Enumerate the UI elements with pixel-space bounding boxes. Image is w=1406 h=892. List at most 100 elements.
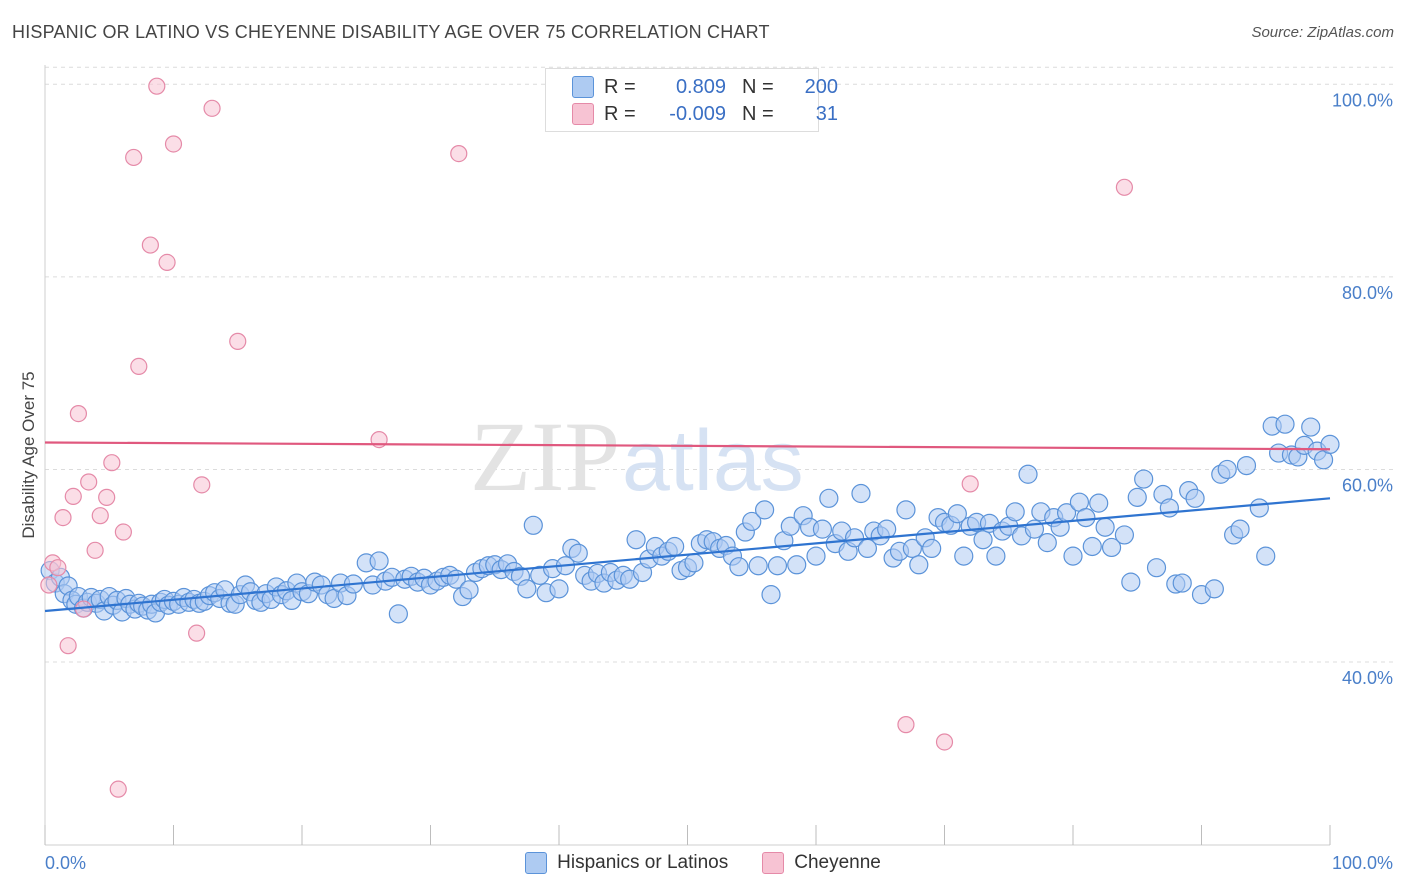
hispanic-point: [1114, 525, 1135, 545]
trend-lines: [44, 441, 1331, 613]
legend-n-value: 31: [815, 102, 838, 125]
hispanic-point: [1076, 507, 1096, 528]
cheyenne-point: [935, 733, 954, 751]
legend-n-value: 200: [804, 75, 838, 98]
hispanic-point: [896, 500, 916, 520]
y-tick-label: 60.0%: [1342, 475, 1393, 495]
hispanic-point: [902, 538, 922, 559]
hispanic-point: [388, 604, 408, 624]
y-axis-label: Disability Age Over 75: [19, 371, 38, 538]
hispanic-point: [851, 483, 871, 504]
hispanic-point: [523, 515, 543, 535]
cheyenne-point: [450, 144, 468, 163]
hispanic-point: [780, 516, 800, 536]
hispanic-point: [787, 555, 807, 575]
hispanic-trend-line: [44, 497, 1331, 613]
cheyenne-point: [961, 475, 979, 493]
hispanic-point: [986, 546, 1006, 566]
x-tick-label-right: 100.0%: [1332, 853, 1393, 873]
hispanic-point: [1301, 417, 1321, 437]
hispanic-point: [1018, 464, 1038, 484]
hispanic-point: [517, 579, 537, 599]
cheyenne-point: [193, 476, 211, 494]
hispanic-point: [742, 511, 762, 532]
hispanic-point: [459, 580, 479, 600]
watermark-atlas: atlas: [622, 413, 804, 509]
hispanic-point: [1172, 573, 1192, 593]
hispanic-point: [1236, 455, 1257, 476]
cheyenne-point: [91, 507, 109, 525]
legend-r-value: 0.809: [675, 75, 726, 98]
cheyenne-point: [114, 523, 132, 541]
source-label: Source: ZipAtlas.com: [1251, 24, 1394, 41]
gridlines: [45, 66, 1395, 663]
hispanic-point: [626, 530, 646, 550]
hispanic-point: [1089, 493, 1109, 513]
hispanic-point: [819, 488, 839, 508]
hispanic-point: [1134, 469, 1154, 489]
legend-row-cheyenne: R = -0.009 N = 31: [572, 101, 838, 127]
cheyenne-point: [86, 541, 104, 559]
legend-n-label: N =: [742, 102, 774, 125]
hispanic-point: [877, 519, 897, 539]
cheyenne-point: [130, 357, 148, 376]
cheyenne-point: [103, 454, 121, 472]
hispanic-point: [1095, 517, 1115, 537]
cheyenne-point: [164, 135, 183, 153]
hispanic-point: [729, 557, 749, 577]
cheyenne-point: [158, 253, 176, 272]
cheyenne-point: [40, 576, 58, 594]
cheyenne-point: [229, 332, 247, 350]
hispanic-point: [754, 500, 775, 520]
hispanic-point: [806, 546, 826, 566]
hispanic-point: [1204, 579, 1224, 599]
hispanic-point: [568, 543, 588, 563]
cheyenne-point: [98, 488, 116, 506]
hispanic-point: [1063, 546, 1083, 566]
legend-row-hispanic: R = 0.809 N = 200: [572, 74, 838, 100]
cheyenne-point: [59, 637, 77, 655]
y-tick-label: 100.0%: [1332, 90, 1393, 110]
hispanic-point: [1121, 572, 1141, 592]
cheyenne-point: [64, 487, 82, 506]
hispanic-point: [812, 519, 833, 539]
legend-swatch-blue: [525, 852, 548, 874]
cheyenne-point: [1115, 178, 1134, 196]
legend-label: Cheyenne: [794, 852, 881, 873]
watermark-zip: ZIP: [470, 401, 620, 512]
hispanic-point: [684, 553, 704, 573]
cheyenne-point: [148, 77, 166, 95]
hispanic-point: [1101, 537, 1122, 558]
hispanic-point: [973, 530, 993, 550]
hispanic-point: [767, 556, 788, 576]
chart-title: HISPANIC OR LATINO VS CHEYENNE DISABILIT…: [12, 22, 770, 42]
cheyenne-point: [69, 404, 88, 423]
x-tick-label-left: 0.0%: [45, 853, 86, 873]
hispanic-point: [1320, 434, 1340, 455]
cheyenne-point: [141, 236, 159, 254]
legend-swatch-blue: [572, 76, 594, 98]
hispanic-point: [1249, 498, 1269, 518]
cheyenne-point: [125, 148, 143, 167]
y-tick-label: 80.0%: [1342, 283, 1393, 303]
cheyenne-point: [188, 624, 206, 642]
hispanic-point: [947, 504, 967, 524]
hispanic-point: [1275, 414, 1295, 434]
hispanic-point: [1159, 498, 1179, 518]
legend-swatch-pink: [762, 852, 785, 874]
cheyenne-point: [203, 99, 221, 117]
cheyenne-point: [109, 780, 127, 798]
hispanic-point: [761, 585, 781, 605]
legend-label: Hispanics or Latinos: [557, 852, 729, 873]
tick-labels: 40.0% 60.0% 80.0% 100.0% 0.0% 100.0%: [45, 90, 1393, 873]
correlation-legend: R = 0.809 N = 200 R = -0.009 N = 31: [545, 68, 838, 132]
hispanic-point: [1230, 519, 1250, 539]
hispanic-point: [665, 536, 685, 557]
hispanic-point: [909, 555, 929, 575]
cheyenne-point: [897, 716, 915, 734]
hispanic-point: [1256, 546, 1276, 566]
hispanic-point: [844, 528, 865, 548]
hispanic-point: [549, 579, 569, 599]
cheyenne-point: [54, 508, 72, 527]
